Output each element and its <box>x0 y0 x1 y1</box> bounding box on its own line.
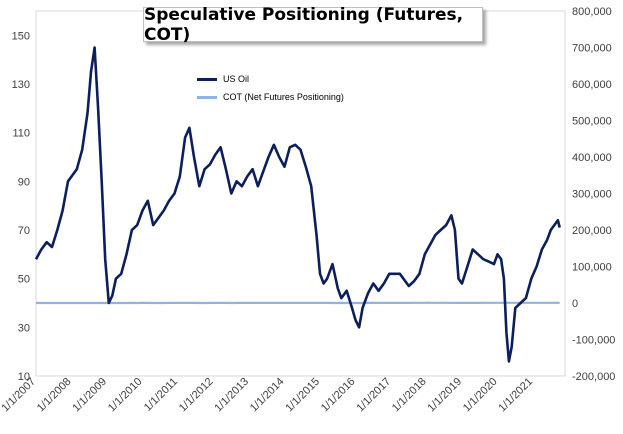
x-axis-tick-label: 1/1/2010 <box>106 376 145 415</box>
legend-swatch-cot <box>197 95 217 99</box>
left-axis-tick-label: 50 <box>18 274 30 286</box>
x-axis-tick-label: 1/1/2017 <box>354 376 393 415</box>
left-axis-tick-label: 110 <box>12 128 30 140</box>
left-axis-tick-label: 130 <box>12 79 30 91</box>
legend-item-us-oil: US Oil <box>197 72 249 86</box>
series-line-us-oil <box>34 46 561 363</box>
plot-area-frame <box>35 10 566 377</box>
x-axis-tick-label: 1/1/2008 <box>35 376 74 415</box>
x-axis-tick-label: 1/1/2012 <box>177 376 216 415</box>
x-axis-tick-label: 1/1/2016 <box>319 376 358 415</box>
x-axis-ticks: 1/1/20071/1/20081/1/20091/1/20101/1/2011… <box>0 376 535 415</box>
legend-swatch-us-oil <box>197 77 217 81</box>
right-axis-tick-label: 200,000 <box>572 225 612 237</box>
right-axis-tick-label: 0 <box>572 298 578 310</box>
right-axis-ticks: -200,000 -100,000 0 100,000 200,000 300,000 40… <box>572 6 615 383</box>
right-axis-tick-label: 700,000 <box>572 43 612 55</box>
right-axis-tick-label: 800,000 <box>572 6 612 18</box>
x-axis-tick-label: 1/1/2009 <box>70 376 109 415</box>
right-axis-tick-label: 400,000 <box>572 152 612 164</box>
legend-item-cot: COT (Net Futures Positioning) <box>197 90 344 104</box>
legend-label-cot: COT (Net Futures Positioning) <box>223 92 344 102</box>
x-axis-tick-label: 1/1/2011 <box>142 376 180 414</box>
right-axis-tick-label: -100,000 <box>572 335 615 347</box>
left-axis-ticks: 10 30 50 70 90 110 130 150 <box>12 30 30 383</box>
x-axis-tick-label: 1/1/2015 <box>283 376 322 415</box>
right-axis-tick-label: 500,000 <box>572 116 612 128</box>
x-axis-tick-label: 1/1/2020 <box>461 376 500 415</box>
left-axis-tick-label: 30 <box>18 322 30 334</box>
chart-title: Speculative Positioning (Futures, COT) <box>143 4 483 45</box>
right-axis-tick-label: 300,000 <box>572 189 612 201</box>
legend-label-us-oil: US Oil <box>223 74 250 84</box>
chart-title-text: Speculative Positioning (Futures, COT) <box>144 4 464 45</box>
left-axis-tick-label: 150 <box>12 30 30 42</box>
x-axis-tick-label: 1/1/2021 <box>496 376 535 415</box>
series-layer <box>34 46 561 363</box>
right-axis-tick-label: 600,000 <box>572 79 612 91</box>
x-axis-tick-label: 1/1/2014 <box>248 376 287 415</box>
left-axis-tick-label: 90 <box>18 176 30 188</box>
x-axis-tick-label: 1/1/2013 <box>212 376 251 415</box>
chart-legend: US Oil COT (Net Futures Positioning) <box>191 67 366 110</box>
right-axis-tick-label: 100,000 <box>572 262 612 274</box>
left-axis-tick-label: 10 <box>18 371 30 383</box>
x-axis-tick-label: 1/1/2018 <box>390 376 429 415</box>
x-axis-tick-label: 1/1/2019 <box>425 376 464 415</box>
right-axis-tick-label: -200,000 <box>572 371 615 383</box>
left-axis-tick-label: 70 <box>18 225 30 237</box>
